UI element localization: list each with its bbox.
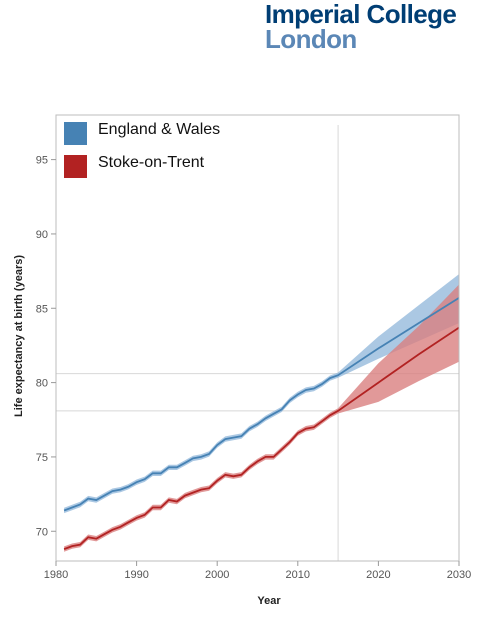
- uncertainty-band-1: [64, 274, 459, 514]
- series-line-1: [63, 297, 460, 512]
- y-tick-label: 85: [36, 303, 48, 315]
- y-tick-label: 95: [36, 155, 48, 167]
- y-tick-label: 90: [36, 229, 48, 241]
- y-axis-title: Life expectancy at birth (years): [13, 255, 25, 417]
- imperial-college-logo: Imperial College London: [265, 0, 457, 54]
- projection-bands: [64, 274, 459, 552]
- logo-text-line-2: London: [265, 24, 357, 54]
- x-tick-label: 1990: [124, 569, 148, 581]
- x-tick-label: 2000: [205, 569, 229, 581]
- x-tick-label: 2010: [286, 569, 310, 581]
- legend-swatch-2: [64, 155, 87, 178]
- legend[interactable]: England & Wales Stoke-on-Trent: [64, 121, 220, 178]
- series-line-2: [63, 326, 460, 550]
- plot-frame: [55, 114, 460, 562]
- series-lines: [63, 297, 460, 550]
- legend-label-2: Stoke-on-Trent: [98, 154, 205, 171]
- logo-text-line-1: Imperial College: [265, 0, 457, 29]
- x-tick-label: 1980: [44, 569, 68, 581]
- x-tick-label: 2030: [447, 569, 471, 581]
- legend-swatch-1: [64, 122, 87, 145]
- y-tick-label: 70: [36, 526, 48, 538]
- x-axis-title: Year: [257, 595, 281, 607]
- x-tick-label: 2020: [366, 569, 390, 581]
- y-tick-label: 75: [36, 452, 48, 464]
- legend-label-1: England & Wales: [98, 121, 220, 138]
- axes: 1980 1990 2000 2010 2020 2030 70 75 80 85 90 95: [36, 114, 471, 581]
- y-tick-label: 80: [36, 378, 48, 390]
